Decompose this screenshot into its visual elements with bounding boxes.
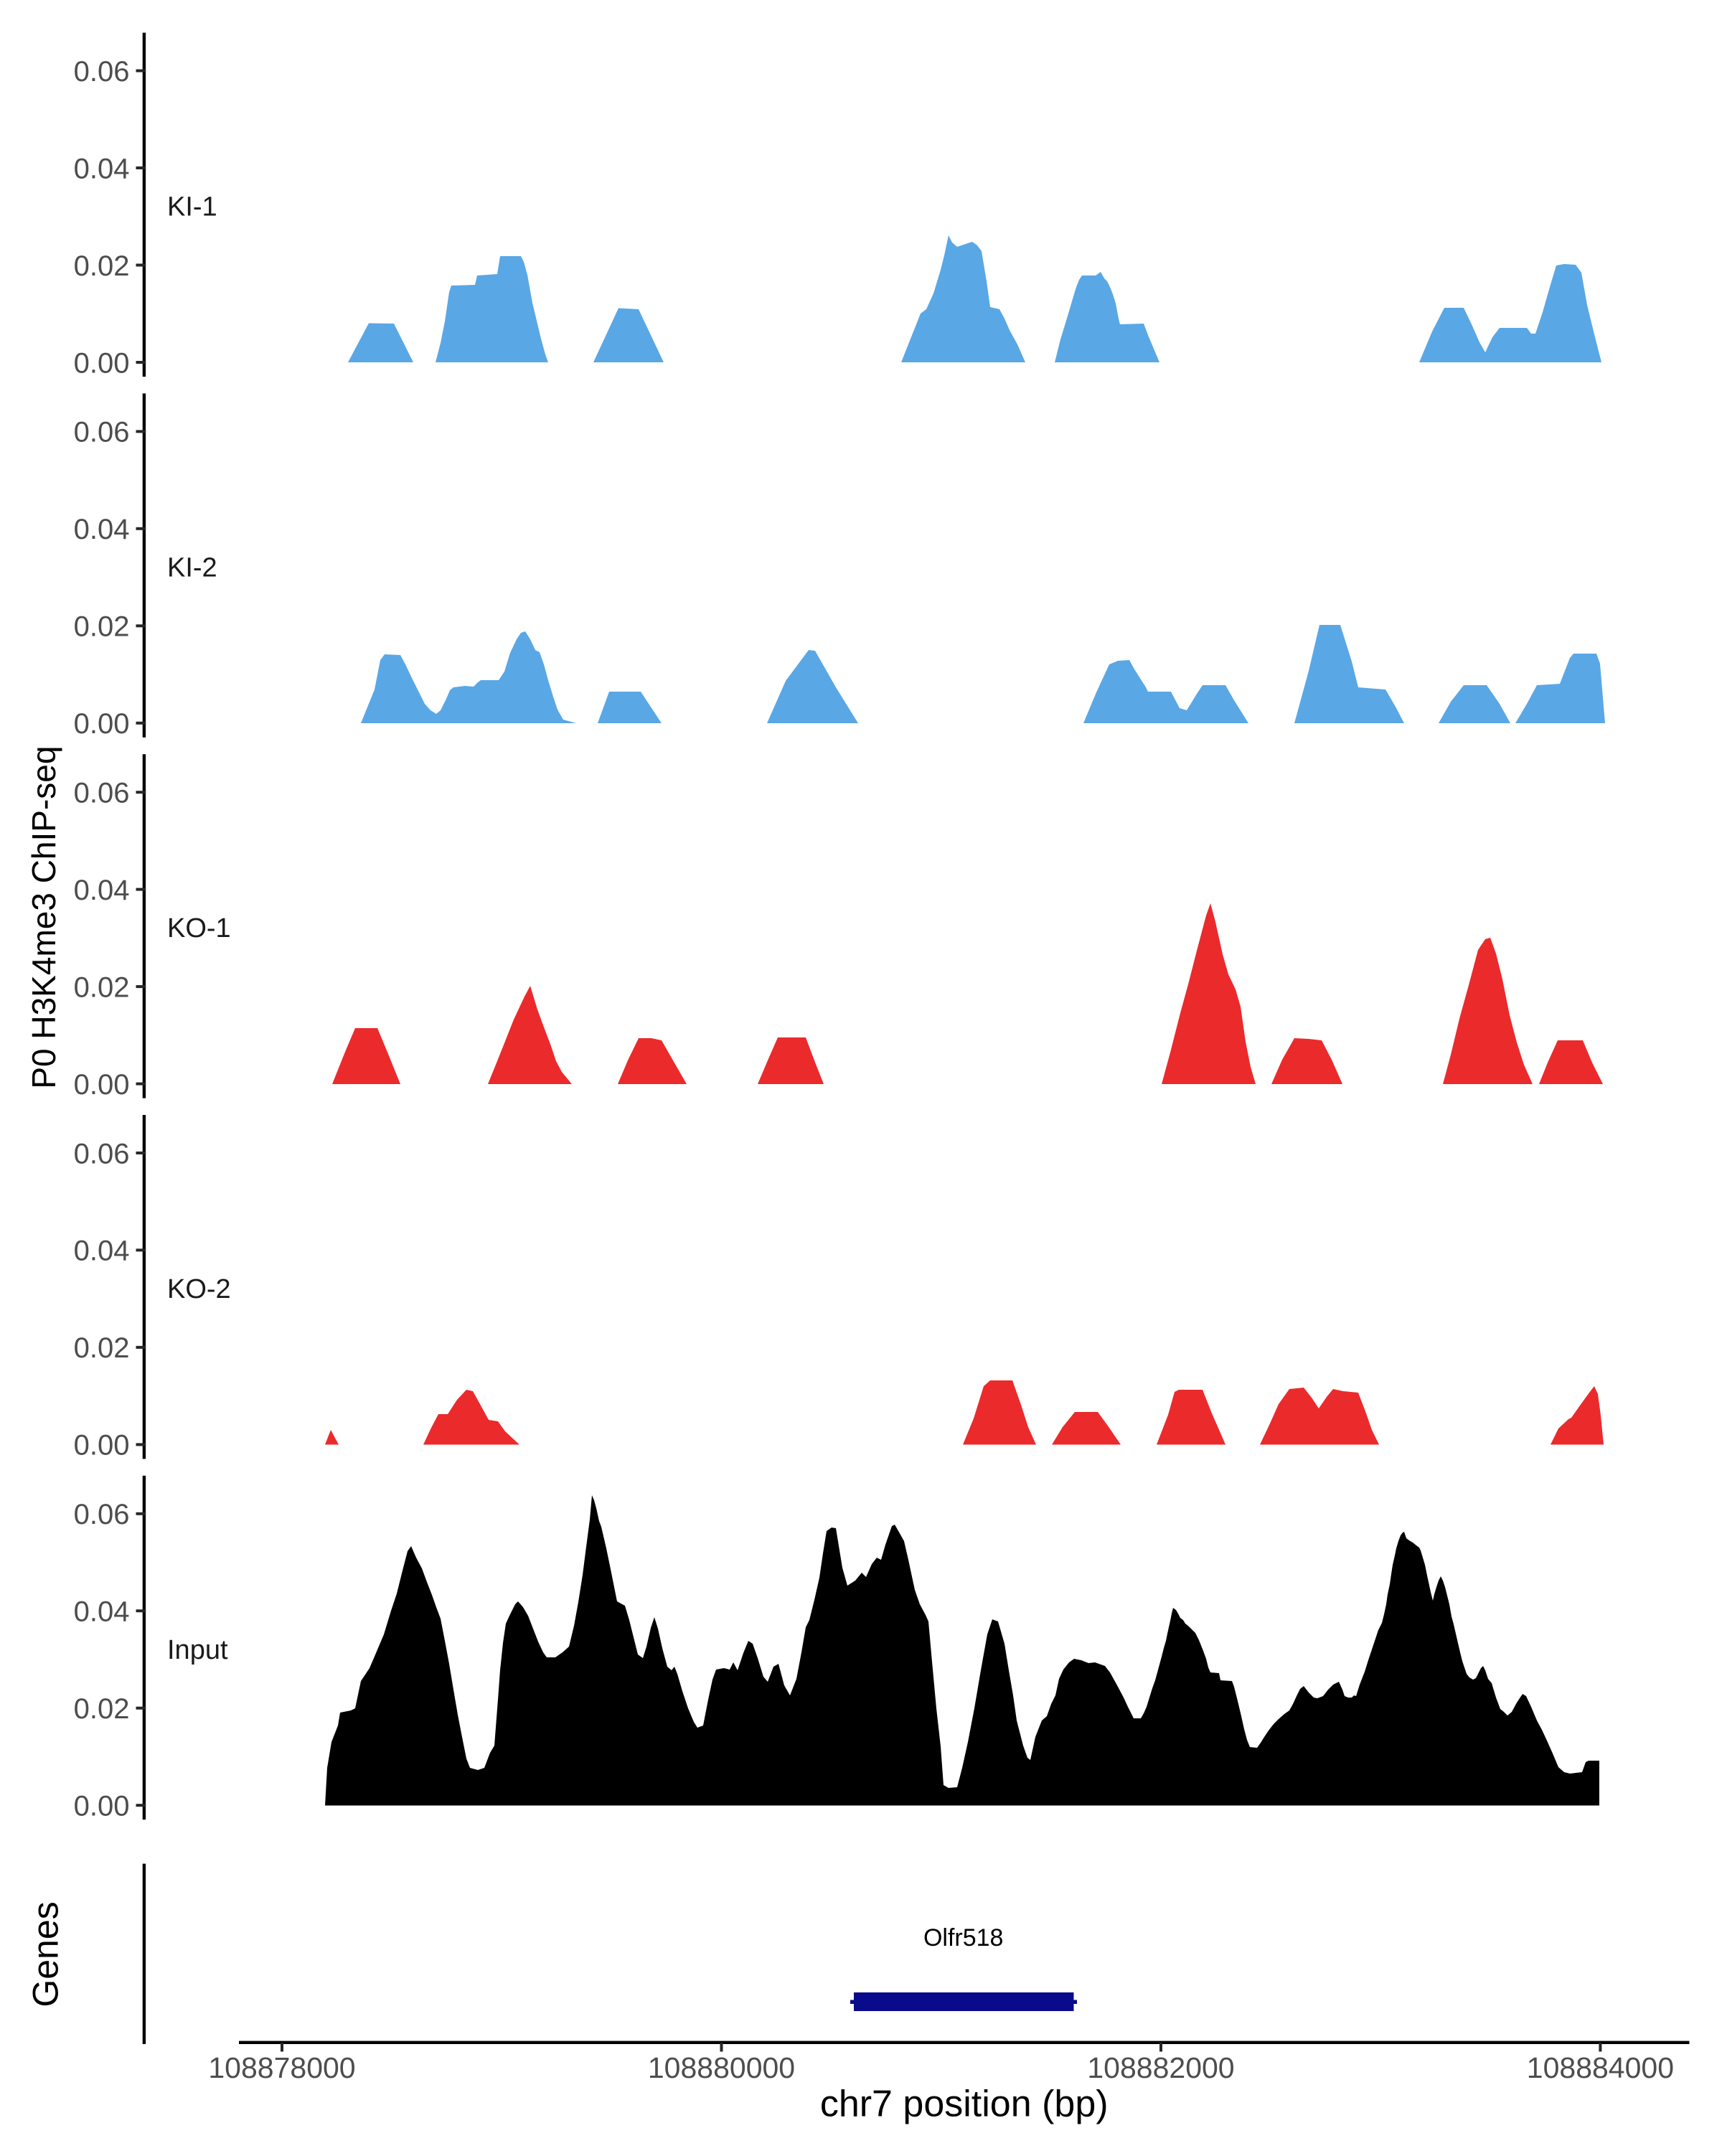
svg-text:108884000: 108884000 <box>1527 2051 1674 2084</box>
svg-text:108880000: 108880000 <box>648 2051 795 2084</box>
svg-text:0.02: 0.02 <box>74 250 130 282</box>
svg-text:0.06: 0.06 <box>74 1138 130 1169</box>
svg-text:0.02: 0.02 <box>74 1693 130 1725</box>
svg-text:108878000: 108878000 <box>208 2051 355 2084</box>
svg-text:KO-2: KO-2 <box>167 1274 231 1304</box>
svg-text:108882000: 108882000 <box>1087 2051 1234 2084</box>
svg-text:0.00: 0.00 <box>74 1069 130 1101</box>
svg-text:0.06: 0.06 <box>74 778 130 809</box>
svg-text:KI-1: KI-1 <box>167 192 217 222</box>
svg-text:0.00: 0.00 <box>74 347 130 379</box>
svg-text:P0 H3K4me3 ChIP-seq: P0 H3K4me3 ChIP-seq <box>25 746 62 1089</box>
svg-text:0.02: 0.02 <box>74 971 130 1003</box>
svg-text:0.04: 0.04 <box>74 153 130 184</box>
svg-text:Olfr518: Olfr518 <box>923 1924 1004 1952</box>
svg-text:0.06: 0.06 <box>74 417 130 448</box>
svg-text:chr7 position (bp): chr7 position (bp) <box>820 2084 1109 2125</box>
svg-text:KO-1: KO-1 <box>167 913 231 943</box>
svg-text:0.00: 0.00 <box>74 1430 130 1461</box>
svg-text:Input: Input <box>167 1635 228 1665</box>
svg-text:KI-2: KI-2 <box>167 552 217 583</box>
svg-text:0.04: 0.04 <box>74 875 130 906</box>
svg-text:0.04: 0.04 <box>74 514 130 545</box>
svg-text:Genes: Genes <box>26 1901 66 2007</box>
svg-text:0.04: 0.04 <box>74 1235 130 1267</box>
svg-text:0.06: 0.06 <box>74 56 130 88</box>
svg-text:0.04: 0.04 <box>74 1596 130 1628</box>
svg-text:0.02: 0.02 <box>74 611 130 643</box>
svg-text:0.02: 0.02 <box>74 1332 130 1364</box>
svg-text:0.00: 0.00 <box>74 1791 130 1822</box>
svg-text:0.00: 0.00 <box>74 708 130 740</box>
svg-text:0.06: 0.06 <box>74 1499 130 1530</box>
